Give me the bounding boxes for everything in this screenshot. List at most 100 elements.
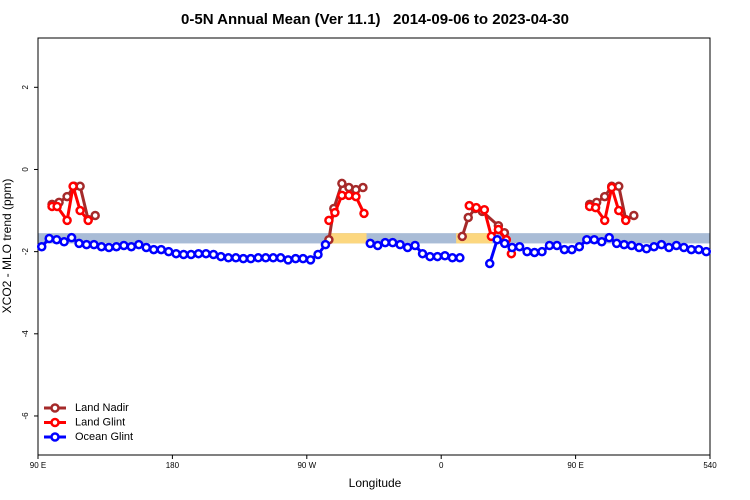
data-point xyxy=(649,241,659,252)
data-point xyxy=(260,253,271,263)
data-point xyxy=(96,241,107,252)
data-point xyxy=(567,244,577,255)
y-tick-label: -6 xyxy=(21,412,30,420)
data-point xyxy=(246,253,256,264)
data-point xyxy=(320,239,331,250)
data-point xyxy=(324,215,334,226)
data-point xyxy=(484,258,495,269)
data-point xyxy=(457,231,468,242)
data-point xyxy=(351,191,361,202)
data-point xyxy=(75,205,85,216)
data-point xyxy=(337,178,347,189)
data-point xyxy=(163,246,174,257)
x-tick-label: 90 E xyxy=(30,461,46,470)
data-point xyxy=(104,242,114,253)
data-point xyxy=(463,212,473,223)
data-point xyxy=(686,244,697,255)
data-point xyxy=(134,239,144,250)
data-point xyxy=(330,207,340,218)
data-point xyxy=(66,232,77,243)
data-point xyxy=(216,251,226,262)
data-point xyxy=(604,232,614,243)
data-point xyxy=(574,241,585,252)
data-point xyxy=(156,244,166,255)
x-tick-label: 90 W xyxy=(297,461,316,470)
band-highlight xyxy=(456,233,492,244)
data-point xyxy=(479,204,490,215)
data-point xyxy=(171,248,181,259)
data-point xyxy=(201,248,211,259)
x-axis-label: Longitude xyxy=(349,476,402,490)
data-point xyxy=(614,205,624,216)
data-point xyxy=(148,244,159,255)
x-tick-label: 180 xyxy=(166,461,180,470)
y-tick-label: -4 xyxy=(21,330,30,338)
data-point xyxy=(619,239,629,250)
data-point xyxy=(90,210,100,221)
data-point xyxy=(83,215,93,226)
data-point xyxy=(365,238,376,249)
data-point xyxy=(582,234,592,245)
data-point xyxy=(694,244,704,255)
data-point xyxy=(372,240,383,251)
data-point xyxy=(629,210,639,221)
legend-label: Land Nadir xyxy=(75,402,129,414)
data-point xyxy=(358,182,368,193)
data-point xyxy=(455,253,465,263)
data-point xyxy=(59,237,69,247)
data-point xyxy=(522,246,532,257)
legend-label: Land Glint xyxy=(75,416,125,428)
x-tick-label: 90 E xyxy=(567,461,583,470)
data-point xyxy=(238,253,249,264)
data-point xyxy=(208,249,219,260)
data-point xyxy=(231,253,241,263)
data-point xyxy=(380,237,390,248)
data-point xyxy=(599,215,610,226)
reference-band xyxy=(38,233,710,244)
data-point xyxy=(178,249,189,260)
data-point xyxy=(590,202,601,213)
data-point xyxy=(283,255,293,265)
data-point xyxy=(186,249,196,260)
data-point xyxy=(44,233,54,244)
data-point xyxy=(68,181,78,192)
data-point xyxy=(529,247,540,258)
data-point xyxy=(141,242,152,253)
data-point xyxy=(626,240,637,251)
data-point xyxy=(126,241,137,252)
x-tick-label: 540 xyxy=(703,461,717,470)
data-point xyxy=(552,240,562,251)
data-point xyxy=(664,242,674,253)
legend-marker xyxy=(50,417,60,428)
legend-marker xyxy=(50,403,60,413)
data-point xyxy=(589,234,600,245)
data-point xyxy=(417,248,428,259)
data-point xyxy=(410,240,420,251)
data-point xyxy=(268,253,278,263)
data-point xyxy=(119,240,129,251)
band-highlight xyxy=(329,233,367,244)
data-point xyxy=(492,234,502,245)
data-point xyxy=(679,242,689,253)
data-point xyxy=(223,253,234,263)
data-point xyxy=(507,242,517,253)
data-point xyxy=(447,253,458,263)
data-point xyxy=(537,246,547,257)
data-point xyxy=(432,251,443,262)
data-point xyxy=(701,246,712,257)
data-point xyxy=(559,244,570,255)
data-point xyxy=(111,241,122,252)
data-point xyxy=(253,253,264,263)
y-axis-label: XCO2 - MLO trend (ppm) xyxy=(0,179,14,314)
data-point xyxy=(305,255,316,265)
data-point xyxy=(74,238,84,249)
y-tick-label: 0 xyxy=(21,167,30,172)
data-point xyxy=(290,253,301,264)
legend-marker xyxy=(50,432,60,442)
data-point xyxy=(544,240,555,251)
x-tick-label: 0 xyxy=(439,461,444,470)
data-point xyxy=(193,248,204,259)
data-point xyxy=(81,239,92,250)
data-point xyxy=(440,250,450,261)
